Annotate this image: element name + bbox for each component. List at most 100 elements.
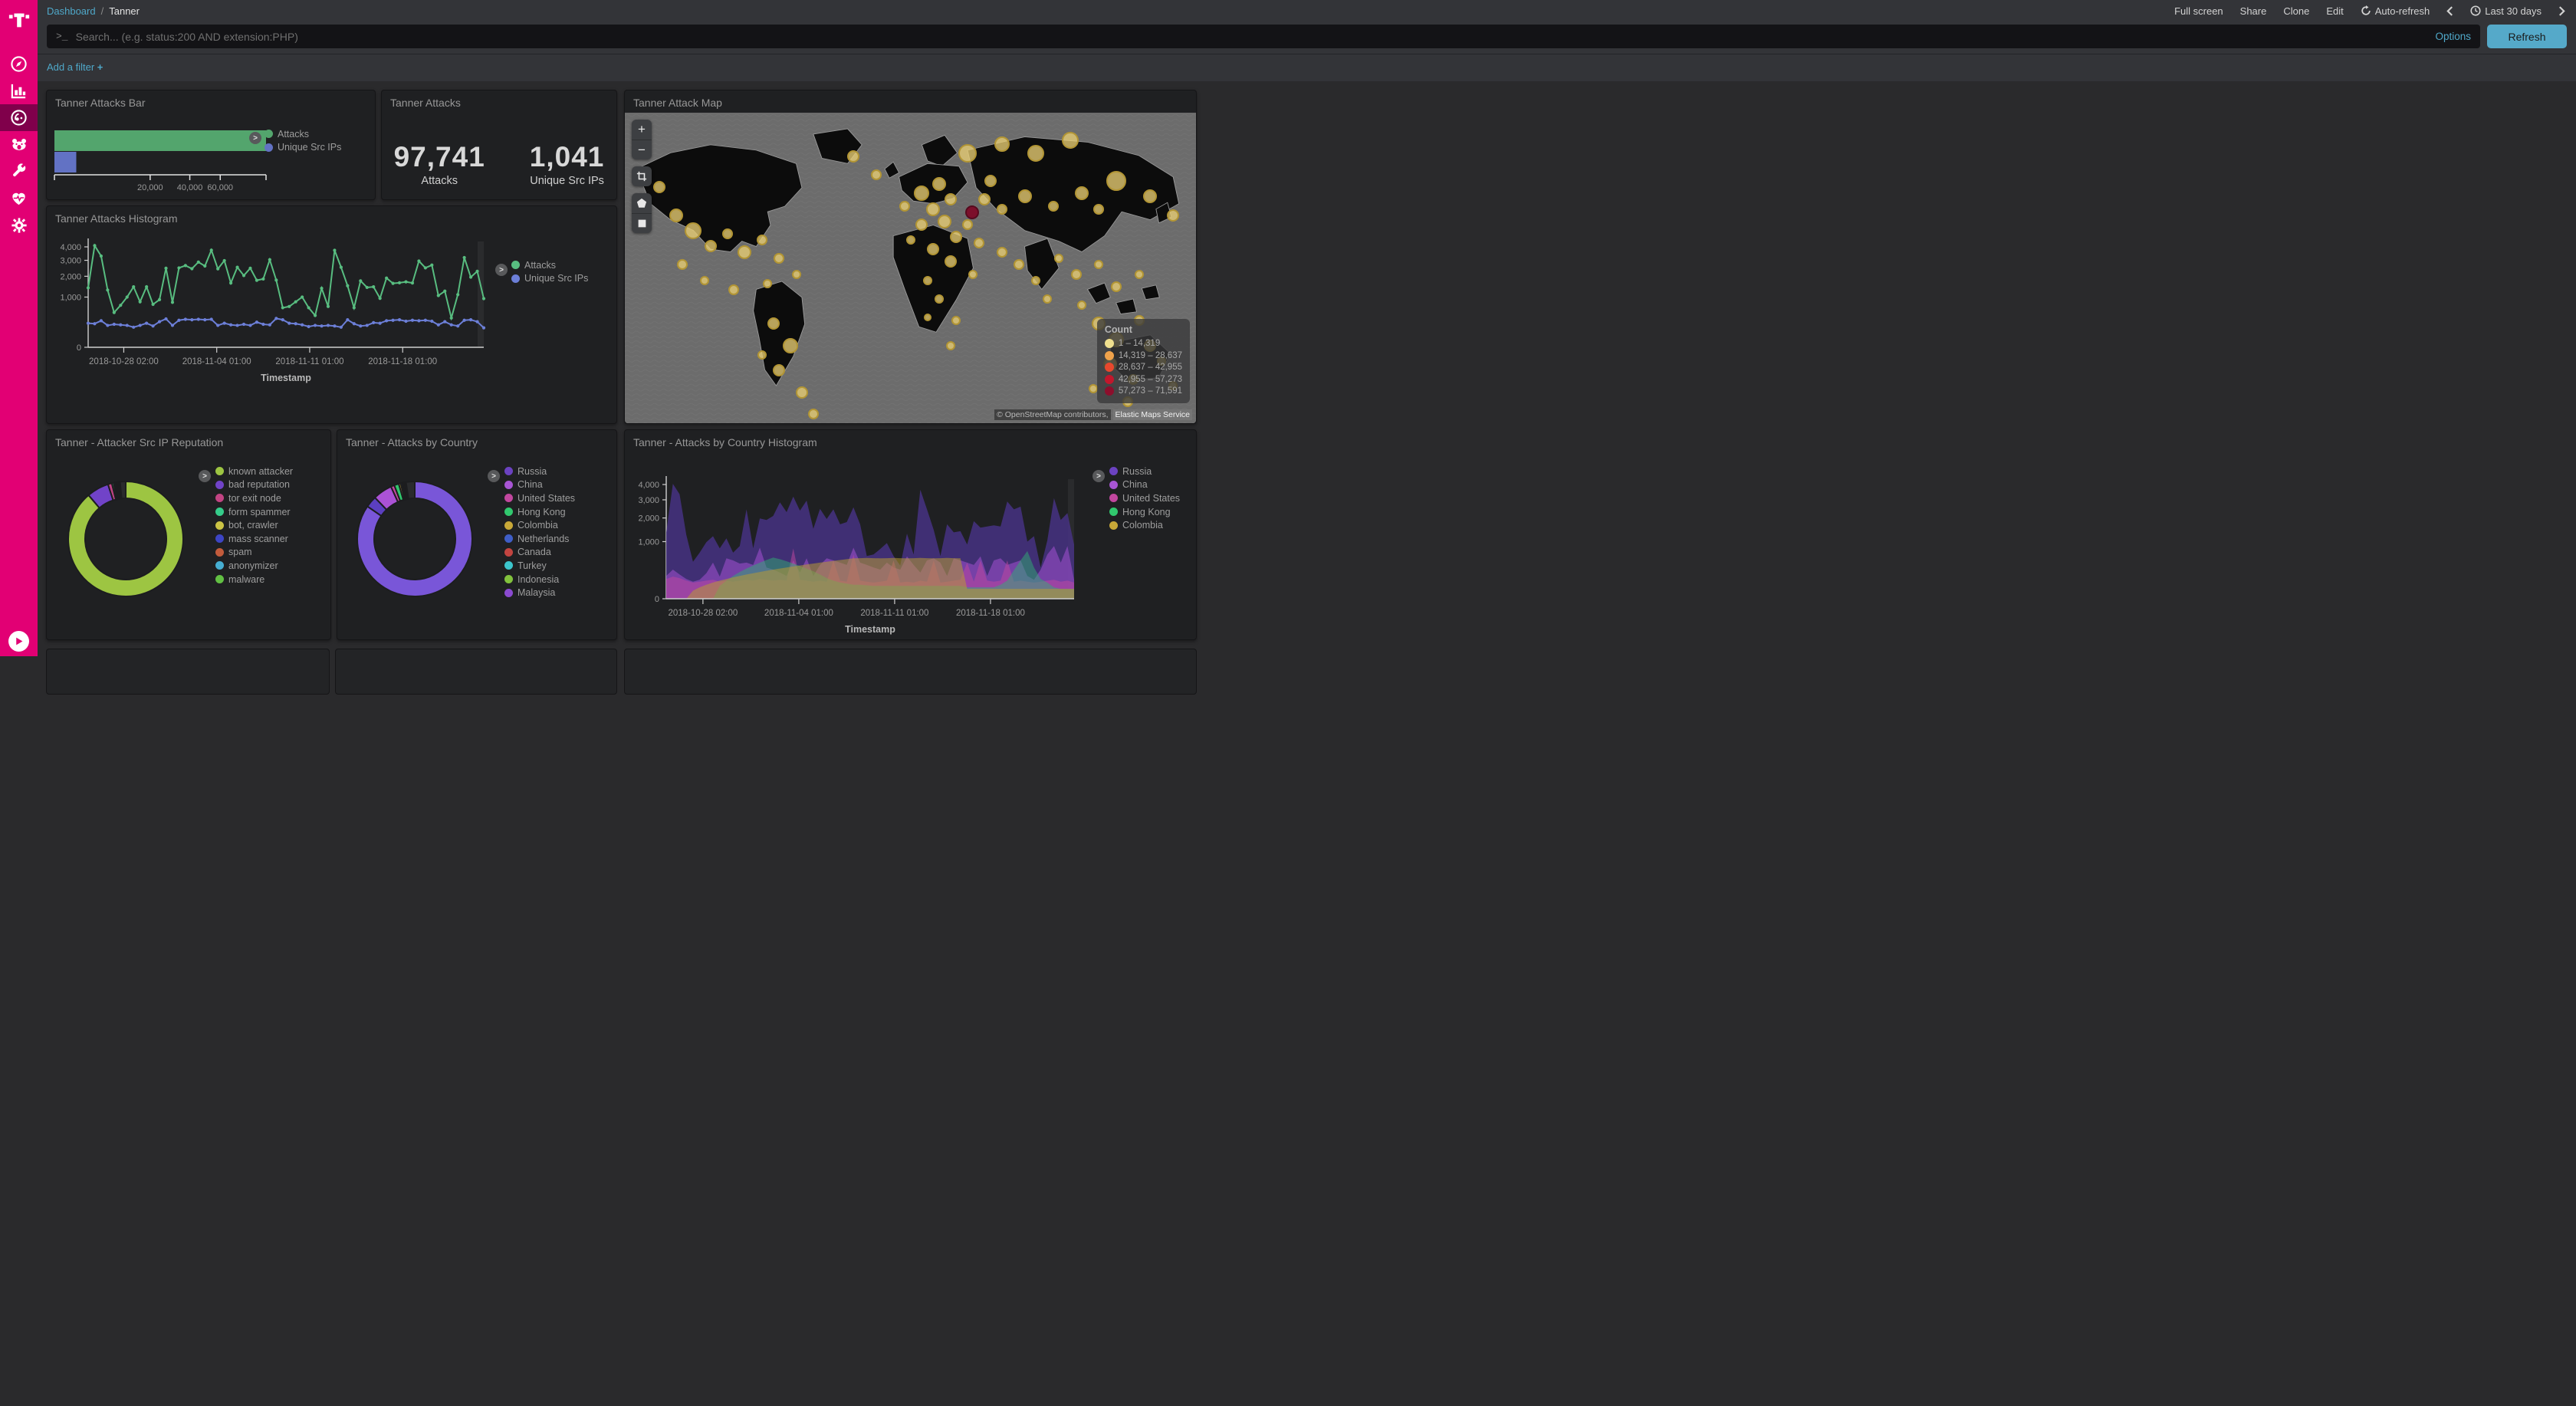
sidebar-item-honeypot[interactable]: [0, 131, 38, 158]
map-marker[interactable]: [958, 143, 977, 163]
map-marker[interactable]: [767, 317, 780, 330]
map-marker[interactable]: [1110, 281, 1122, 292]
legend-toggle-chevron[interactable]: >: [199, 470, 211, 482]
map-marker[interactable]: [1017, 189, 1032, 204]
map-marker[interactable]: [994, 136, 1010, 152]
map-marker[interactable]: [926, 202, 941, 216]
legend-toggle-chevron[interactable]: >: [1092, 470, 1105, 482]
donut-slice[interactable]: [405, 480, 416, 500]
legend-item[interactable]: 1 – 14,319: [1104, 338, 1182, 350]
legend-item[interactable]: spam: [215, 546, 293, 560]
map-marker[interactable]: [783, 337, 799, 353]
search-options-link[interactable]: Options: [2435, 31, 2471, 42]
map-marker[interactable]: [773, 364, 786, 377]
legend-toggle-chevron[interactable]: >: [495, 264, 508, 276]
map-marker[interactable]: [722, 228, 734, 239]
map-marker[interactable]: [984, 175, 997, 188]
legend-item[interactable]: China: [1109, 478, 1180, 492]
map-marker[interactable]: [1143, 189, 1158, 204]
map-zoom-in-button[interactable]: +: [638, 122, 646, 136]
map-fit-bounds-button[interactable]: [632, 166, 652, 186]
map-marker[interactable]: [847, 149, 859, 163]
map-zoom-out-button[interactable]: −: [632, 140, 652, 159]
telekom-logo[interactable]: [0, 0, 38, 40]
legend-item[interactable]: United States: [1109, 491, 1180, 505]
legend-item[interactable]: mass scanner: [215, 532, 293, 546]
map-marker[interactable]: [795, 386, 808, 399]
map-marker[interactable]: [704, 240, 717, 253]
donut-slice[interactable]: [119, 480, 127, 500]
legend-item[interactable]: anonymizer: [215, 559, 293, 573]
legend-item[interactable]: Canada: [504, 546, 575, 560]
world-map[interactable]: + −: [625, 113, 1196, 423]
map-marker[interactable]: [685, 222, 702, 239]
map-marker[interactable]: [1062, 132, 1079, 149]
legend-toggle-chevron[interactable]: >: [249, 132, 261, 144]
legend-item[interactable]: China: [504, 478, 575, 492]
map-marker[interactable]: [652, 181, 665, 194]
sidebar-item-discover[interactable]: [0, 51, 38, 77]
map-marker[interactable]: [1054, 254, 1064, 264]
clone-button[interactable]: Clone: [2283, 5, 2310, 17]
map-marker[interactable]: [899, 200, 911, 212]
time-picker-button[interactable]: Last 30 days: [2470, 5, 2542, 17]
legend-item[interactable]: malware: [215, 573, 293, 586]
map-marker[interactable]: [1106, 171, 1126, 192]
time-next-button[interactable]: [2558, 5, 2565, 16]
map-marker[interactable]: [1134, 269, 1144, 279]
map-marker[interactable]: [763, 278, 773, 288]
map-marker[interactable]: [915, 218, 928, 231]
collapse-nav-button[interactable]: [8, 631, 29, 652]
map-marker[interactable]: [728, 284, 739, 295]
map-marker[interactable]: [950, 231, 963, 243]
legend-item[interactable]: Colombia: [1109, 518, 1180, 532]
refresh-button[interactable]: Refresh: [2487, 25, 2567, 48]
map-marker[interactable]: [757, 350, 767, 360]
map-marker-high-count[interactable]: [964, 205, 979, 219]
map-marker[interactable]: [962, 218, 973, 230]
map-marker[interactable]: [996, 247, 1007, 258]
map-marker[interactable]: [927, 243, 940, 256]
map-marker[interactable]: [944, 193, 957, 206]
map-marker[interactable]: [1167, 209, 1180, 222]
legend-item[interactable]: Hong Kong: [504, 505, 575, 519]
map-marker[interactable]: [807, 408, 819, 419]
search-input[interactable]: [75, 30, 2426, 43]
legend-item[interactable]: 14,319 – 28,637: [1104, 350, 1182, 362]
map-marker[interactable]: [934, 294, 944, 304]
sidebar-item-devtools[interactable]: [0, 158, 38, 185]
map-marker[interactable]: [996, 203, 1007, 215]
map-marker[interactable]: [938, 214, 952, 228]
legend-item[interactable]: Russia: [504, 465, 575, 478]
elastic-maps-attribution[interactable]: Elastic Maps Service: [1112, 409, 1192, 420]
map-marker[interactable]: [1070, 268, 1082, 280]
legend-item[interactable]: 28,637 – 42,955: [1104, 362, 1182, 374]
map-marker[interactable]: [923, 314, 932, 322]
legend-item[interactable]: bad reputation: [215, 478, 293, 492]
legend-item[interactable]: Attacks: [264, 127, 341, 141]
add-filter-link[interactable]: Add a filter +: [47, 61, 104, 73]
map-marker[interactable]: [738, 245, 752, 260]
map-marker[interactable]: [1093, 203, 1105, 215]
legend-item[interactable]: Unique Src IPs: [264, 141, 341, 155]
map-marker[interactable]: [968, 269, 978, 279]
map-marker[interactable]: [1043, 294, 1053, 304]
legend-item[interactable]: 42,955 – 57,273: [1104, 373, 1182, 386]
map-marker[interactable]: [932, 177, 946, 192]
legend-item[interactable]: Turkey: [504, 559, 575, 573]
map-marker[interactable]: [922, 275, 932, 285]
breadcrumb-dashboard-link[interactable]: Dashboard: [47, 5, 96, 17]
map-marker[interactable]: [669, 208, 684, 222]
legend-item[interactable]: Attacks: [511, 258, 588, 272]
legend-item[interactable]: United States: [504, 491, 575, 505]
map-marker[interactable]: [973, 238, 984, 249]
map-marker[interactable]: [1031, 275, 1041, 285]
map-marker[interactable]: [1014, 259, 1025, 271]
map-marker[interactable]: [914, 186, 930, 202]
legend-item[interactable]: Russia: [1109, 465, 1180, 478]
legend-item[interactable]: Malaysia: [504, 586, 575, 600]
map-marker[interactable]: [944, 255, 957, 268]
map-marker[interactable]: [676, 259, 688, 271]
map-marker[interactable]: [978, 193, 991, 206]
map-marker[interactable]: [791, 269, 801, 279]
